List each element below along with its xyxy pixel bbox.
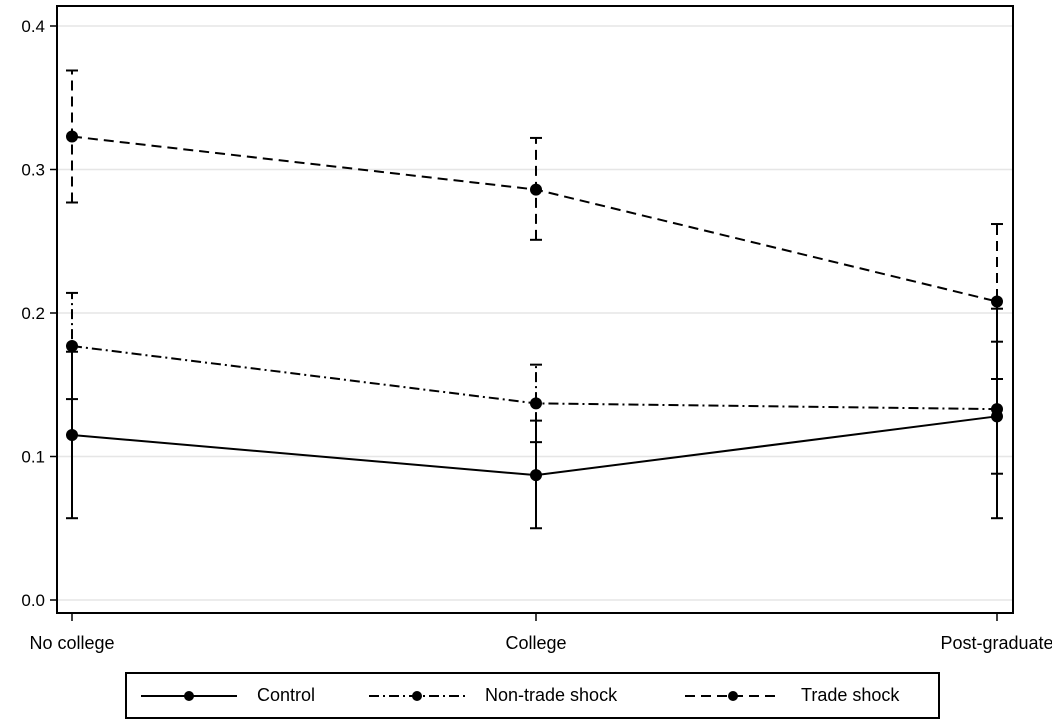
point-non-trade-shock	[991, 403, 1003, 416]
legend-item-non-trade-shock: Non-trade shock	[367, 674, 617, 717]
point-control	[66, 428, 78, 441]
legend-item-trade-shock: Trade shock	[683, 674, 899, 717]
y-tick-label: 0.1	[21, 448, 45, 467]
y-tick-label: 0.0	[21, 591, 45, 610]
point-non-trade-shock	[530, 397, 542, 410]
plot-area: 0.0 0.1 0.2 0.3 0.4 No college College Post-gra…	[21, 5, 1052, 653]
point-control	[530, 469, 542, 482]
line-trade-shock	[71, 135, 998, 303]
legend-swatch-non-trade-shock	[369, 690, 465, 701]
legend-item-control: Control	[139, 674, 315, 717]
legend: Control Non-trade shock Trade shock	[125, 672, 940, 719]
legend-label-non-trade-shock: Non-trade shock	[485, 685, 618, 705]
legend-label-control: Control	[257, 685, 316, 705]
x-tick-label: College	[505, 633, 566, 653]
legend-label-trade-shock: Trade shock	[801, 685, 900, 705]
legend-swatch-trade-shock	[685, 690, 781, 701]
point-non-trade-shock	[66, 340, 78, 353]
series-control	[66, 307, 1003, 530]
line-control	[71, 415, 998, 477]
point-trade-shock	[66, 130, 78, 143]
plot-frame	[56, 5, 1014, 614]
point-trade-shock	[991, 295, 1003, 308]
y-tick-label: 0.3	[21, 161, 45, 180]
point-trade-shock	[530, 183, 542, 196]
y-tick-label: 0.2	[21, 304, 45, 323]
legend-swatch-control	[141, 690, 237, 701]
x-tick-label: No college	[29, 633, 114, 653]
y-tick-label: 0.4	[21, 17, 45, 36]
series-trade-shock	[66, 69, 1003, 381]
x-tick-label: Post-graduate	[940, 633, 1052, 653]
series-non-trade-shock	[66, 291, 1003, 475]
